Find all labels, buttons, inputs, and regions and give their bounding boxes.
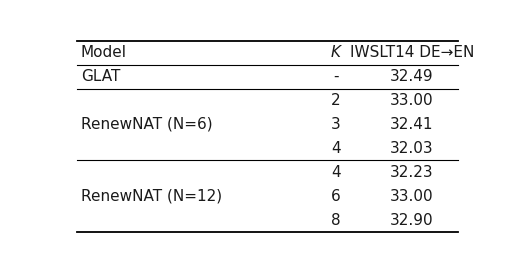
Text: 32.41: 32.41: [390, 117, 434, 132]
Text: 4: 4: [331, 165, 340, 180]
Text: 33.00: 33.00: [390, 189, 434, 204]
Text: Model: Model: [81, 45, 127, 60]
Text: 33.00: 33.00: [390, 93, 434, 108]
Text: 32.90: 32.90: [390, 212, 434, 228]
Text: 32.49: 32.49: [390, 69, 434, 84]
Text: RenewNAT (N=6): RenewNAT (N=6): [81, 117, 212, 132]
Text: IWSLT14 DE→EN: IWSLT14 DE→EN: [350, 45, 474, 60]
Text: 4: 4: [331, 141, 340, 156]
Text: GLAT: GLAT: [81, 69, 120, 84]
Text: -: -: [333, 69, 338, 84]
Text: RenewNAT (N=12): RenewNAT (N=12): [81, 189, 222, 204]
Text: K: K: [330, 45, 341, 60]
Text: 32.23: 32.23: [390, 165, 434, 180]
Text: 32.03: 32.03: [390, 141, 434, 156]
Text: 8: 8: [331, 212, 340, 228]
Text: 6: 6: [331, 189, 341, 204]
Text: 2: 2: [331, 93, 340, 108]
Text: 3: 3: [331, 117, 341, 132]
